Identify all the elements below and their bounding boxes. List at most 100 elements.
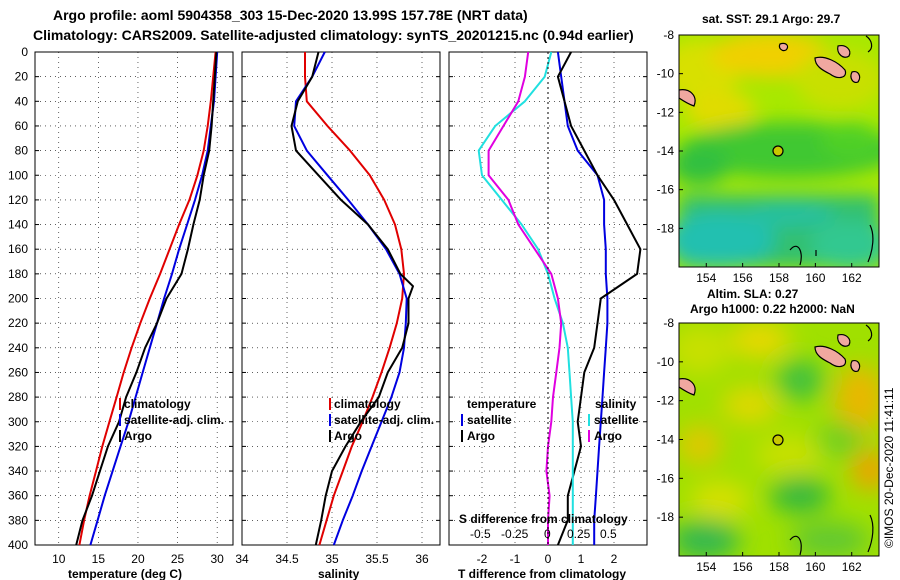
x-tick-label: 25 bbox=[171, 552, 185, 566]
x-tick-label: 10 bbox=[52, 552, 66, 566]
map-lon-label: 154 bbox=[696, 271, 716, 285]
map-lat-label: -16 bbox=[657, 471, 675, 485]
sla-map-title-1: Altim. SLA: 0.27 bbox=[707, 287, 799, 301]
salinity-frame bbox=[241, 51, 441, 546]
map-lon-label: 154 bbox=[696, 560, 716, 574]
legend-t-argo: Argo bbox=[467, 429, 495, 443]
x-tick-label: 36 bbox=[415, 552, 429, 566]
legend-temperature-title: temperature bbox=[467, 397, 537, 411]
temperature-legend: climatology satellite-adj. clim. Argo bbox=[119, 397, 224, 443]
temperature-panel: 10 15 20 25 30 temperature (deg C) climatolo… bbox=[34, 51, 234, 580]
difference-xlabel: T difference from climatology bbox=[458, 567, 626, 580]
map-lon-label: 162 bbox=[842, 560, 862, 574]
depth-tick-label: 140 bbox=[8, 218, 28, 232]
depth-tick-label: 400 bbox=[8, 538, 28, 552]
series-temperature-satellite bbox=[556, 51, 609, 545]
depth-tick-label: 220 bbox=[8, 316, 28, 330]
series-climatology bbox=[78, 51, 217, 546]
series-temperature-argo bbox=[556, 51, 642, 546]
x-tick-label: 34.5 bbox=[275, 552, 299, 566]
s-tick-label: 0.5 bbox=[600, 527, 617, 541]
map-lat-label: -12 bbox=[657, 105, 675, 119]
x-tick-label: 15 bbox=[92, 552, 106, 566]
secondary-axis-label: S difference from climatology bbox=[459, 512, 628, 526]
x-tick-label: 35.5 bbox=[365, 552, 389, 566]
map-lon-label: 156 bbox=[733, 560, 753, 574]
legend-climatology: climatology bbox=[334, 397, 401, 411]
map-lon-label: 156 bbox=[733, 271, 753, 285]
secondary-axis-ticks: -0.5 -0.25 0 0.25 0.5 bbox=[470, 527, 617, 541]
sla-map-title-2: Argo h1000: 0.22 h2000: NaN bbox=[690, 302, 855, 316]
legend-t-satellite: satellite bbox=[467, 413, 512, 427]
difference-legend: temperature satellite Argo salinity sate… bbox=[461, 397, 639, 443]
series-salinity-argo bbox=[487, 51, 563, 545]
map-lat-label: -10 bbox=[657, 67, 675, 81]
legend-satellite: satellite-adj. clim. bbox=[334, 413, 434, 427]
depth-tick-label: 80 bbox=[15, 144, 29, 158]
difference-panel: -2 -1 0 1 2 T difference from climatology S … bbox=[448, 51, 648, 580]
series-salinity-satellite bbox=[477, 51, 574, 545]
s-tick-label: -0.25 bbox=[501, 527, 529, 541]
legend-climatology: climatology bbox=[124, 397, 191, 411]
s-tick-label: 0 bbox=[544, 527, 551, 541]
map-lat-label: -16 bbox=[657, 183, 675, 197]
series-argo bbox=[290, 51, 414, 546]
map-lat-label: -18 bbox=[657, 510, 675, 524]
x-tick-label: 20 bbox=[131, 552, 145, 566]
legend-argo: Argo bbox=[124, 429, 152, 443]
sla-coastlines bbox=[679, 324, 874, 556]
sst-map-title: sat. SST: 29.1 Argo: 29.7 bbox=[702, 12, 841, 26]
map-lat-label: -12 bbox=[657, 394, 675, 408]
argo-location-marker bbox=[772, 434, 784, 446]
depth-tick-label: 40 bbox=[15, 94, 29, 108]
depth-tick-label: 100 bbox=[8, 168, 28, 182]
temperature-frame bbox=[34, 51, 234, 546]
depth-tick-label: 360 bbox=[8, 489, 28, 503]
map-lon-label: 160 bbox=[805, 560, 825, 574]
x-tick-label: 1 bbox=[578, 552, 585, 566]
map-lat-label: -8 bbox=[663, 28, 674, 42]
legend-salinity-title: salinity bbox=[595, 397, 637, 411]
imos-watermark: ©IMOS 20-Dec-2020 11:41:11 bbox=[882, 387, 896, 548]
depth-tick-label: 260 bbox=[8, 365, 28, 379]
legend-s-satellite: satellite bbox=[594, 413, 639, 427]
salinity-legend: climatology satellite-adj. clim. Argo bbox=[329, 397, 434, 443]
salinity-xlabel: salinity bbox=[318, 567, 360, 580]
legend-s-argo: Argo bbox=[594, 429, 622, 443]
series-satellite-adj-clim- bbox=[89, 51, 219, 546]
depth-tick-label: 200 bbox=[8, 292, 28, 306]
map-lon-label: 160 bbox=[805, 271, 825, 285]
map-lat-label: -8 bbox=[663, 316, 674, 330]
depth-tick-label: 300 bbox=[8, 415, 28, 429]
x-tick-label: 30 bbox=[210, 552, 224, 566]
map-lon-label: 158 bbox=[769, 560, 789, 574]
depth-tick-label: 60 bbox=[15, 119, 29, 133]
depth-tick-label: 340 bbox=[8, 464, 28, 478]
depth-tick-label: 0 bbox=[21, 45, 28, 59]
map-lat-label: -10 bbox=[657, 355, 675, 369]
x-tick-label: -2 bbox=[477, 552, 488, 566]
sla-map: 154 156 158 160 162 -8 -10 -12 -14 -16 -18 bbox=[657, 316, 880, 574]
map-lat-label: -14 bbox=[657, 433, 675, 447]
x-tick-label: 34 bbox=[235, 552, 249, 566]
x-tick-label: -1 bbox=[510, 552, 521, 566]
depth-axis-labels: 0 20 40 60 80 100 120 140 160 180 200 220 240 260 280 3… bbox=[8, 45, 28, 552]
x-tick-label: 0 bbox=[545, 552, 552, 566]
depth-tick-label: 20 bbox=[15, 70, 29, 84]
series-argo bbox=[75, 51, 218, 546]
temperature-xlabel: temperature (deg C) bbox=[68, 567, 182, 580]
sst-map: 154 156 158 160 162 -8 -10 -12 -14 -16 -18 bbox=[657, 28, 880, 285]
map-lat-label: -18 bbox=[657, 221, 675, 235]
map-lon-label: 162 bbox=[842, 271, 862, 285]
sla-field bbox=[679, 323, 879, 556]
map-lon-label: 158 bbox=[769, 271, 789, 285]
salinity-panel: 34 34.5 35 35.5 36 salinity climatology sate… bbox=[235, 51, 441, 580]
title-line-1: Argo profile: aoml 5904358_303 15-Dec-20… bbox=[53, 7, 528, 23]
depth-tick-label: 180 bbox=[8, 267, 28, 281]
title-line-2: Climatology: CARS2009. Satellite-adjuste… bbox=[33, 27, 634, 43]
x-tick-label: 35 bbox=[325, 552, 339, 566]
series-satellite-adj-clim- bbox=[293, 51, 408, 546]
depth-tick-label: 280 bbox=[8, 390, 28, 404]
x-tick-label: 2 bbox=[611, 552, 618, 566]
